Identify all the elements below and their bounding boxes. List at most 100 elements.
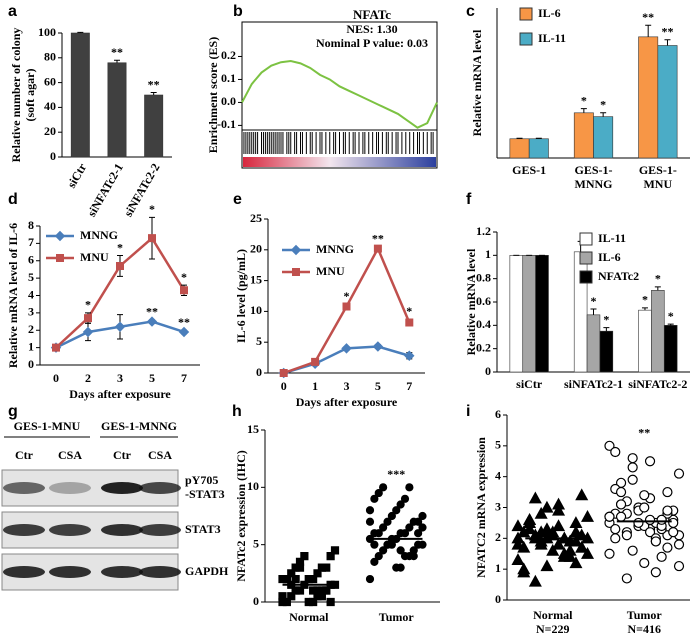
point <box>114 321 126 332</box>
y-tick-label: 0 <box>256 365 262 379</box>
point <box>291 574 300 584</box>
es-curve <box>241 60 438 129</box>
point <box>379 483 388 492</box>
point <box>668 527 679 538</box>
significance: * <box>406 304 412 318</box>
point <box>392 563 401 572</box>
y-tick-label: 0.0 <box>221 94 236 108</box>
point <box>374 529 383 538</box>
bar <box>535 255 549 373</box>
point <box>552 519 566 532</box>
y-axis-label: (soft agar) <box>23 69 37 122</box>
point <box>563 550 577 562</box>
point <box>575 540 589 553</box>
x-tick-label: 3 <box>117 371 123 385</box>
point <box>528 574 542 587</box>
point <box>639 502 650 513</box>
point <box>370 540 379 549</box>
y-tick-label: 8 <box>28 218 34 232</box>
legend-marker <box>292 268 300 276</box>
point <box>627 453 638 464</box>
x-tick-label: MNNG <box>575 177 613 191</box>
point <box>569 534 583 547</box>
y-axis-label: Enrichment score (ES) <box>206 37 220 153</box>
point <box>178 326 190 338</box>
point <box>330 546 340 555</box>
band <box>3 482 45 494</box>
x-tick-label: N=416 <box>627 622 661 636</box>
point <box>373 244 382 253</box>
error-bar <box>516 137 523 139</box>
point <box>575 488 589 501</box>
band <box>139 482 181 494</box>
legend-swatch <box>579 270 593 284</box>
point <box>639 490 650 501</box>
point <box>644 527 656 538</box>
row-label: GAPDH <box>185 564 229 578</box>
plot-frame <box>241 21 438 169</box>
significance: *** <box>387 467 405 481</box>
significance: * <box>642 293 648 307</box>
point <box>342 302 351 311</box>
significance: * <box>603 312 609 326</box>
point <box>278 592 287 601</box>
line <box>283 245 411 375</box>
significance: * <box>117 240 123 254</box>
point <box>662 542 673 553</box>
point <box>365 517 375 526</box>
point <box>387 511 396 521</box>
point <box>627 462 638 473</box>
point <box>418 523 427 532</box>
point <box>662 505 673 516</box>
point <box>604 548 615 559</box>
panel-letter: i <box>466 403 470 420</box>
band <box>101 566 143 578</box>
row-label: -STAT3 <box>185 487 225 501</box>
point <box>322 586 331 595</box>
point <box>615 511 627 522</box>
point <box>673 468 685 479</box>
point <box>639 557 650 569</box>
legend-label: MNNG <box>316 242 354 256</box>
bar <box>107 62 127 158</box>
y-axis-label: Relative number of colony <box>9 28 23 163</box>
y-tick-label: 2 <box>495 530 501 544</box>
y-axis-label: NFATc2 expression (IHC) <box>234 450 248 582</box>
panel-letter: a <box>8 3 17 20</box>
band <box>139 524 181 536</box>
legend-label: IL-6 <box>598 250 621 264</box>
group-label: GES-1-MNU <box>14 419 81 433</box>
y-axis-label: Relative mRNA level <box>470 29 484 136</box>
y-tick-label: 0.1 <box>221 71 236 85</box>
y-tick-label: 25 <box>250 211 262 225</box>
point <box>650 567 661 578</box>
y-tick-label: 40 <box>44 99 56 113</box>
y-tick-label: 4 <box>28 287 34 301</box>
legend-label: MNNG <box>80 228 118 242</box>
bar <box>651 290 665 373</box>
point <box>180 286 188 295</box>
significance: ** <box>642 10 654 24</box>
y-tick-label: 3 <box>28 305 34 319</box>
point <box>534 525 548 538</box>
x-tick-label: siNFATc2-2 <box>121 161 163 219</box>
x-axis-label: Days after exposure <box>296 395 398 409</box>
y-tick-label: 6 <box>28 253 34 267</box>
significance: * <box>581 93 587 107</box>
y-tick-label: 2 <box>28 322 34 336</box>
error-bar <box>77 31 84 33</box>
x-tick-label: 5 <box>375 379 381 393</box>
bar <box>638 36 659 159</box>
y-tick-label: 1 <box>28 339 34 353</box>
y-tick-label: 7 <box>28 235 34 249</box>
x-tick-label: siNFATc2-1 <box>564 377 623 391</box>
y-tick-label: 10 <box>250 303 262 317</box>
x-tick-label: siCtr <box>516 377 543 391</box>
point <box>396 546 405 555</box>
x-tick-label: siNFATc2-2 <box>628 377 687 391</box>
point <box>146 316 158 327</box>
y-tick-label: 0.4 <box>476 317 491 331</box>
point <box>552 537 566 550</box>
x-tick-label: 3 <box>344 379 350 393</box>
point <box>668 517 679 529</box>
